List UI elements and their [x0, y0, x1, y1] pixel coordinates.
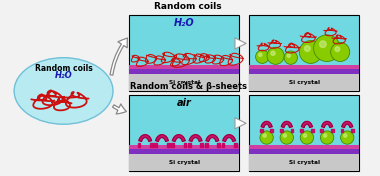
Circle shape	[271, 51, 275, 55]
Bar	[249, 149, 359, 154]
Bar	[129, 149, 239, 154]
Bar	[129, 65, 239, 69]
Polygon shape	[261, 121, 272, 128]
Bar	[249, 154, 359, 171]
Circle shape	[344, 134, 347, 137]
Text: H₂O: H₂O	[174, 18, 195, 27]
Text: Si crystal: Si crystal	[288, 160, 320, 165]
Circle shape	[299, 41, 322, 63]
Text: Si crystal: Si crystal	[169, 80, 200, 85]
Text: Random coils: Random coils	[154, 2, 222, 11]
Bar	[129, 69, 239, 74]
Circle shape	[256, 50, 269, 63]
Polygon shape	[281, 121, 292, 128]
Bar	[249, 74, 359, 91]
Circle shape	[340, 131, 354, 144]
Circle shape	[284, 51, 298, 64]
Text: Random coils: Random coils	[35, 64, 92, 73]
Circle shape	[303, 134, 307, 137]
Circle shape	[258, 53, 262, 56]
Ellipse shape	[14, 58, 113, 124]
Polygon shape	[189, 135, 202, 142]
Polygon shape	[321, 121, 332, 128]
Bar	[129, 95, 239, 171]
Polygon shape	[301, 121, 312, 128]
Circle shape	[283, 134, 287, 137]
Bar	[249, 15, 359, 91]
Bar	[129, 15, 239, 91]
Text: Random coils & β-sheets: Random coils & β-sheets	[130, 82, 247, 91]
Bar	[129, 74, 239, 91]
Bar	[129, 145, 239, 149]
Bar	[249, 145, 359, 149]
Circle shape	[320, 131, 334, 144]
Circle shape	[287, 54, 290, 57]
Bar	[249, 95, 359, 171]
Bar	[249, 69, 359, 74]
Polygon shape	[139, 135, 152, 142]
Circle shape	[300, 131, 313, 144]
Circle shape	[323, 134, 327, 137]
Polygon shape	[342, 121, 353, 128]
Polygon shape	[173, 135, 185, 142]
Circle shape	[280, 131, 293, 144]
Circle shape	[331, 42, 350, 61]
Circle shape	[320, 41, 326, 48]
Circle shape	[314, 35, 340, 61]
Circle shape	[263, 134, 266, 137]
Bar	[129, 154, 239, 171]
Circle shape	[304, 46, 310, 51]
Polygon shape	[223, 135, 236, 142]
Circle shape	[335, 47, 340, 52]
Circle shape	[260, 131, 273, 144]
Text: air: air	[177, 98, 192, 108]
Bar	[249, 65, 359, 69]
Polygon shape	[156, 135, 168, 142]
Polygon shape	[206, 135, 218, 142]
Text: H₂O: H₂O	[55, 71, 73, 80]
Text: Si crystal: Si crystal	[169, 160, 200, 165]
Text: Si crystal: Si crystal	[288, 80, 320, 85]
Circle shape	[267, 47, 284, 64]
